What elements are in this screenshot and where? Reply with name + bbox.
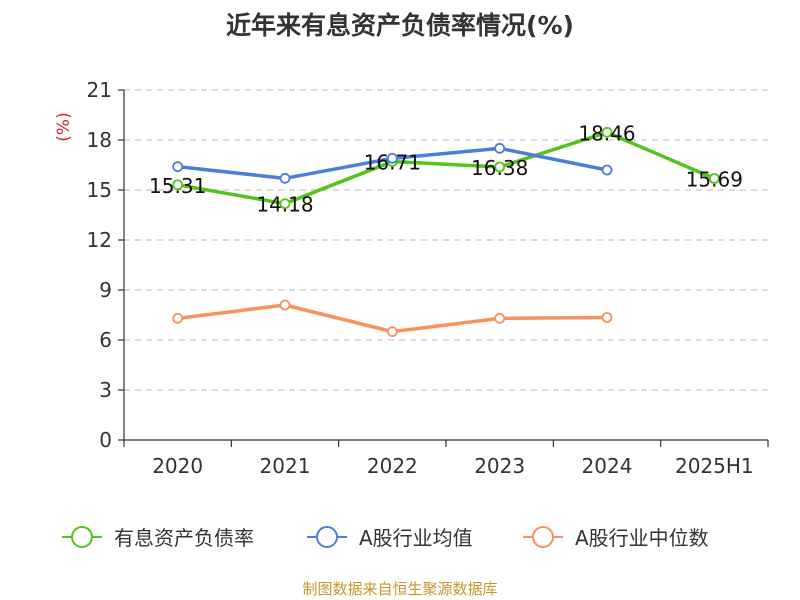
x-tick-label: 2023 <box>474 454 525 478</box>
y-tick-label: 6 <box>99 328 112 352</box>
data-point <box>601 164 613 176</box>
data-point <box>172 312 184 324</box>
data-point <box>494 142 506 154</box>
y-tick-label: 0 <box>99 428 112 452</box>
data-point <box>494 161 506 173</box>
legend-marker <box>316 526 338 548</box>
legend-label: A股行业中位数 <box>575 526 709 550</box>
data-point <box>494 312 506 324</box>
data-label: 14.18 <box>256 193 313 217</box>
data-point <box>172 179 184 191</box>
data-point <box>601 126 613 138</box>
data-point <box>386 326 398 338</box>
x-tick-label: 2020 <box>152 454 203 478</box>
data-point <box>279 299 291 311</box>
data-label: 18.46 <box>578 121 635 145</box>
y-tick-label: 12 <box>87 228 112 252</box>
legend-marker <box>71 526 93 548</box>
x-tick-label: 2025H1 <box>675 454 754 478</box>
y-tick-label: 21 <box>87 78 112 102</box>
y-tick-label: 9 <box>99 278 112 302</box>
data-point <box>601 312 613 323</box>
data-label: 16.71 <box>364 151 421 175</box>
x-tick-label: 2021 <box>260 454 311 478</box>
legend-label: A股行业均值 <box>359 526 473 550</box>
y-axis-unit-label: (%) <box>54 112 74 141</box>
data-label: 16.38 <box>471 156 528 180</box>
y-tick-label: 18 <box>87 128 112 152</box>
data-label: 15.69 <box>686 168 743 192</box>
x-tick-label: 2022 <box>367 454 418 478</box>
y-tick-label: 15 <box>87 178 112 202</box>
data-point <box>386 152 398 164</box>
data-label: 15.31 <box>149 174 206 198</box>
data-point <box>279 198 291 210</box>
data-point <box>279 172 291 184</box>
series-line <box>177 130 716 206</box>
legend-marker <box>532 526 554 548</box>
x-tick-label: 2024 <box>582 454 633 478</box>
data-point <box>708 173 720 184</box>
data-point <box>172 161 184 173</box>
source-footer: 制图数据来自恒生聚源数据库 <box>302 580 498 598</box>
y-tick-label: 3 <box>99 378 112 402</box>
chart-title: 近年来有息资产负债率情况(%) <box>226 11 574 40</box>
legend-label: 有息资产负债率 <box>114 526 254 550</box>
